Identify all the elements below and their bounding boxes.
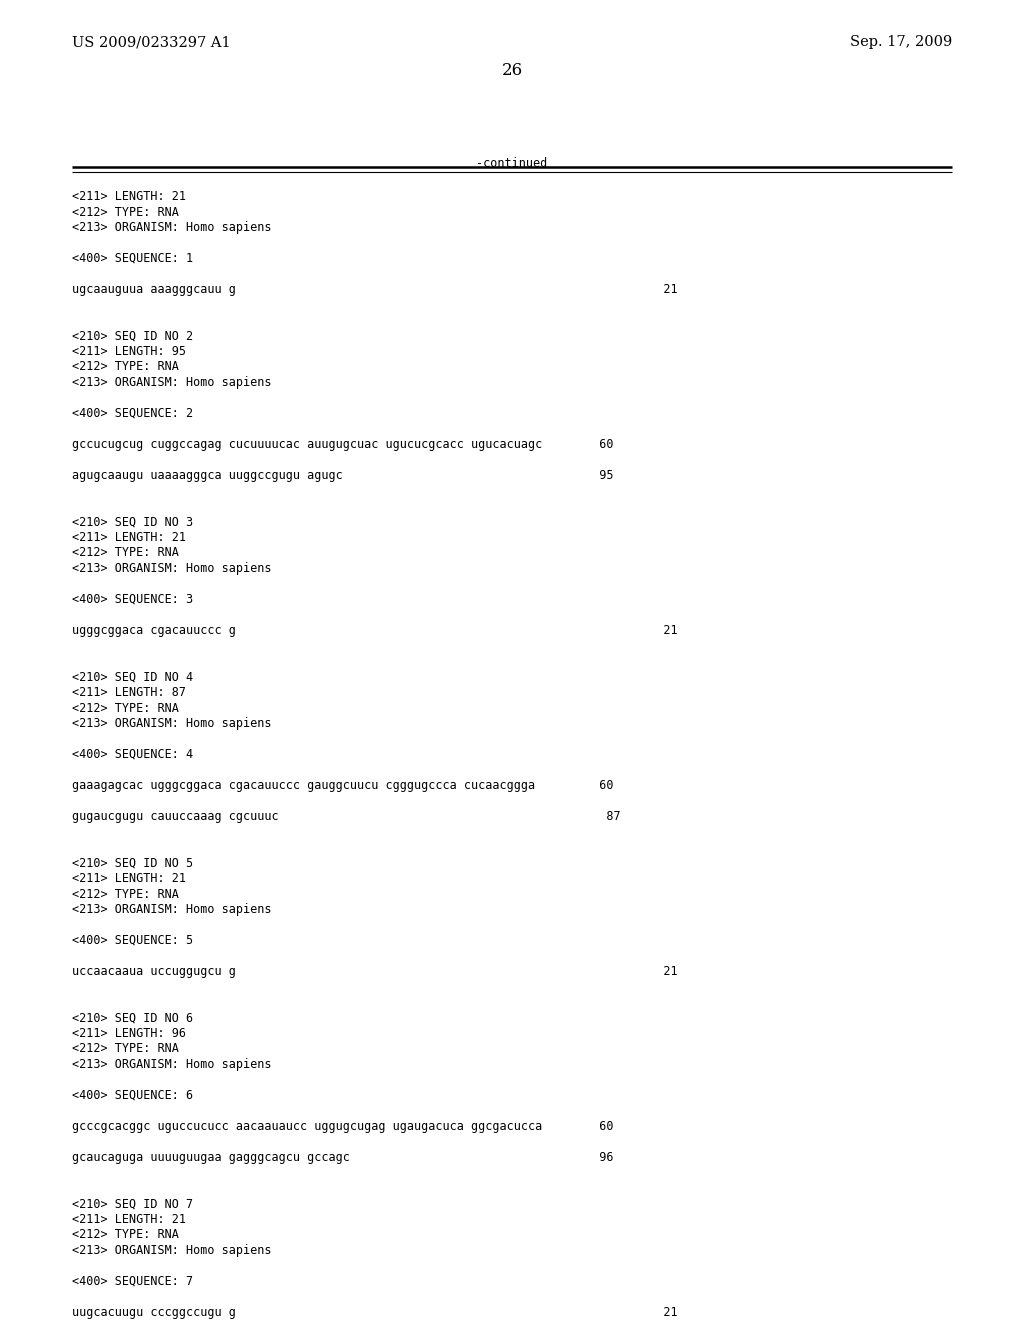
Text: <211> LENGTH: 95: <211> LENGTH: 95 <box>72 345 186 358</box>
Text: <211> LENGTH: 21: <211> LENGTH: 21 <box>72 873 186 884</box>
Text: <212> TYPE: RNA: <212> TYPE: RNA <box>72 206 179 219</box>
Text: <212> TYPE: RNA: <212> TYPE: RNA <box>72 546 179 560</box>
Text: <212> TYPE: RNA: <212> TYPE: RNA <box>72 360 179 374</box>
Text: <213> ORGANISM: Homo sapiens: <213> ORGANISM: Homo sapiens <box>72 562 271 576</box>
Text: <400> SEQUENCE: 5: <400> SEQUENCE: 5 <box>72 935 194 946</box>
Text: <400> SEQUENCE: 3: <400> SEQUENCE: 3 <box>72 593 194 606</box>
Text: gaaagagcac ugggcggaca cgacauuccc gauggcuucu cgggugccca cucaacggga         60: gaaagagcac ugggcggaca cgacauuccc gauggcu… <box>72 779 613 792</box>
Text: gccucugcug cuggccagag cucuuuucac auugugcuac ugucucgcacc ugucacuagc        60: gccucugcug cuggccagag cucuuuucac auugugc… <box>72 438 613 451</box>
Text: <213> ORGANISM: Homo sapiens: <213> ORGANISM: Homo sapiens <box>72 376 271 389</box>
Text: <213> ORGANISM: Homo sapiens: <213> ORGANISM: Homo sapiens <box>72 903 271 916</box>
Text: <210> SEQ ID NO 7: <210> SEQ ID NO 7 <box>72 1197 194 1210</box>
Text: <213> ORGANISM: Homo sapiens: <213> ORGANISM: Homo sapiens <box>72 1243 271 1257</box>
Text: agugcaaugu uaaaagggca uuggccgugu agugc                                    95: agugcaaugu uaaaagggca uuggccgugu agugc 9… <box>72 469 613 482</box>
Text: <211> LENGTH: 21: <211> LENGTH: 21 <box>72 190 186 203</box>
Text: <212> TYPE: RNA: <212> TYPE: RNA <box>72 1043 179 1056</box>
Text: <400> SEQUENCE: 6: <400> SEQUENCE: 6 <box>72 1089 194 1102</box>
Text: <212> TYPE: RNA: <212> TYPE: RNA <box>72 887 179 900</box>
Text: <210> SEQ ID NO 2: <210> SEQ ID NO 2 <box>72 330 194 342</box>
Text: <210> SEQ ID NO 4: <210> SEQ ID NO 4 <box>72 671 194 684</box>
Text: uugcacuugu cccggccugu g                                                         : uugcacuugu cccggccugu g <box>72 1305 678 1319</box>
Text: <400> SEQUENCE: 4: <400> SEQUENCE: 4 <box>72 748 194 762</box>
Text: <400> SEQUENCE: 2: <400> SEQUENCE: 2 <box>72 407 194 420</box>
Text: ugcaauguua aaagggcauu g                                                         : ugcaauguua aaagggcauu g <box>72 282 678 296</box>
Text: <213> ORGANISM: Homo sapiens: <213> ORGANISM: Homo sapiens <box>72 717 271 730</box>
Text: <210> SEQ ID NO 3: <210> SEQ ID NO 3 <box>72 516 194 528</box>
Text: <212> TYPE: RNA: <212> TYPE: RNA <box>72 701 179 714</box>
Text: <211> LENGTH: 87: <211> LENGTH: 87 <box>72 686 186 700</box>
Text: <210> SEQ ID NO 6: <210> SEQ ID NO 6 <box>72 1011 194 1024</box>
Text: <213> ORGANISM: Homo sapiens: <213> ORGANISM: Homo sapiens <box>72 1059 271 1071</box>
Text: <212> TYPE: RNA: <212> TYPE: RNA <box>72 1229 179 1242</box>
Text: <213> ORGANISM: Homo sapiens: <213> ORGANISM: Homo sapiens <box>72 220 271 234</box>
Text: 26: 26 <box>502 62 522 79</box>
Text: gcaucaguga uuuuguugaa gagggcagcu gccagc                                   96: gcaucaguga uuuuguugaa gagggcagcu gccagc … <box>72 1151 613 1164</box>
Text: gcccgcacggc uguccucucc aacaauaucc uggugcugag ugaugacuca ggcgacucca        60: gcccgcacggc uguccucucc aacaauaucc uggugc… <box>72 1119 613 1133</box>
Text: <211> LENGTH: 21: <211> LENGTH: 21 <box>72 1213 186 1226</box>
Text: uccaacaaua uccuggugcu g                                                         : uccaacaaua uccuggugcu g <box>72 965 678 978</box>
Text: US 2009/0233297 A1: US 2009/0233297 A1 <box>72 36 230 49</box>
Text: ugggcggaca cgacauuccc g                                                         : ugggcggaca cgacauuccc g <box>72 624 678 638</box>
Text: <400> SEQUENCE: 7: <400> SEQUENCE: 7 <box>72 1275 194 1288</box>
Text: <211> LENGTH: 96: <211> LENGTH: 96 <box>72 1027 186 1040</box>
Text: -continued: -continued <box>476 157 548 170</box>
Text: gugaucgugu cauuccaaag cgcuuuc                                              87: gugaucgugu cauuccaaag cgcuuuc 87 <box>72 810 621 822</box>
Text: <400> SEQUENCE: 1: <400> SEQUENCE: 1 <box>72 252 194 265</box>
Text: <210> SEQ ID NO 5: <210> SEQ ID NO 5 <box>72 857 194 870</box>
Text: <211> LENGTH: 21: <211> LENGTH: 21 <box>72 531 186 544</box>
Text: Sep. 17, 2009: Sep. 17, 2009 <box>850 36 952 49</box>
